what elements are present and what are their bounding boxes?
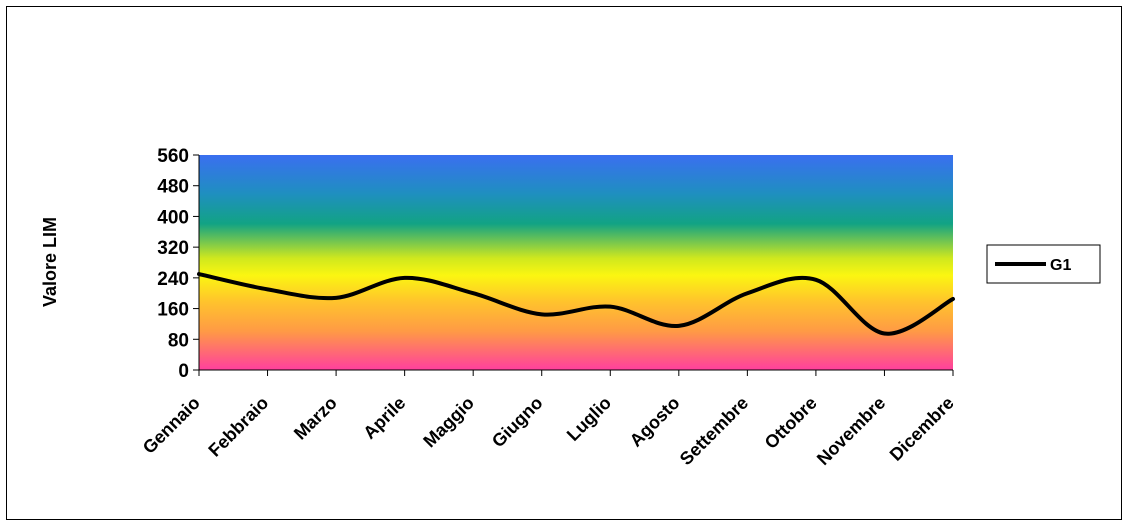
x-tick-label: Ottobre xyxy=(761,393,821,453)
x-tick-label: Giugno xyxy=(488,393,547,452)
y-tick-label: 480 xyxy=(157,177,189,198)
x-tick-label: Dicembre xyxy=(886,393,958,465)
y-tick-label: 160 xyxy=(157,300,189,321)
x-tick-label: Aprile xyxy=(359,393,409,443)
series-line-g1 xyxy=(197,272,955,336)
x-tick-label: Gennaio xyxy=(139,393,204,458)
y-tick-label: 80 xyxy=(168,330,189,351)
y-axis-ticks: 0 80 160 240 320 400 480 560 xyxy=(157,146,199,382)
y-tick-label: 240 xyxy=(157,269,189,290)
legend: G1 xyxy=(986,244,1101,284)
x-tick-label: Agosto xyxy=(626,393,684,451)
x-tick-label: Maggio xyxy=(419,393,478,452)
y-tick-label: 400 xyxy=(157,207,189,228)
x-tick-label: Novembre xyxy=(813,393,889,469)
x-tick-label: Febbraio xyxy=(204,393,272,461)
x-tick-label: Marzo xyxy=(290,393,341,444)
y-tick-label: 560 xyxy=(157,146,189,167)
y-axis-label: Valore LIM xyxy=(40,217,60,307)
y-tick-label: 0 xyxy=(178,361,189,382)
x-tick-label: Luglio xyxy=(563,393,615,445)
legend-label-g1: G1 xyxy=(1050,257,1071,274)
x-tick-label: Settembre xyxy=(676,393,752,469)
y-tick-label: 320 xyxy=(157,238,189,259)
x-axis-ticks: Gennaio Febbraio Marzo Aprile Maggio Giugno Lu… xyxy=(139,370,958,469)
plot-background xyxy=(199,155,953,370)
